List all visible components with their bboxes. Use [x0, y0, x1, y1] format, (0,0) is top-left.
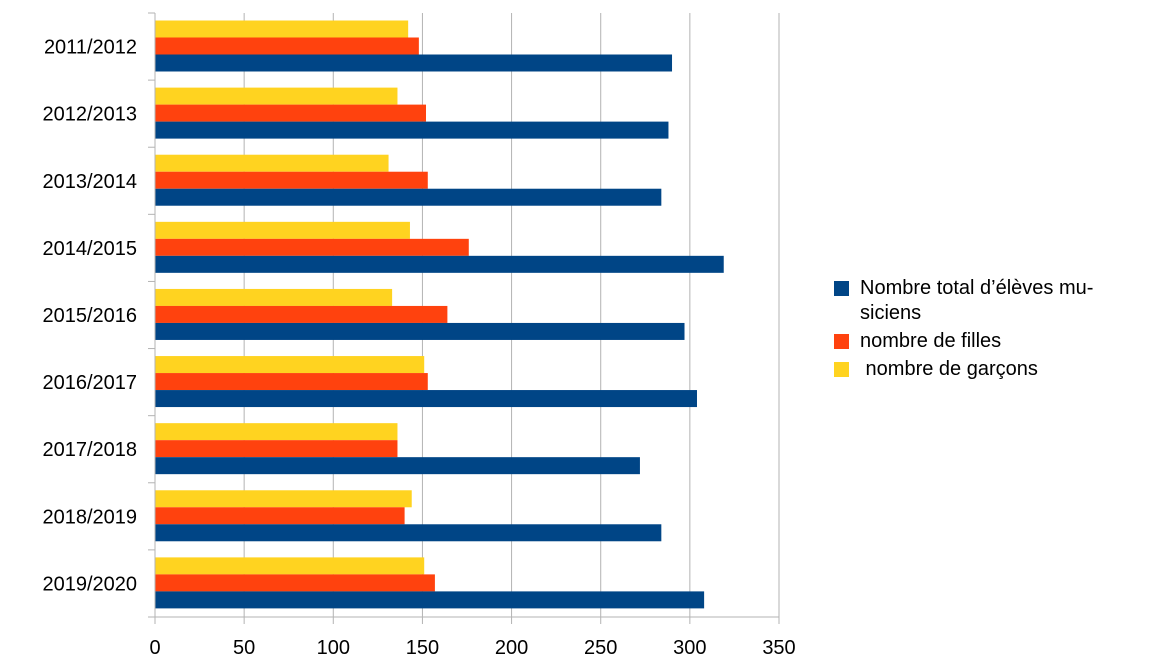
x-tick-label: 150 — [406, 637, 439, 659]
bar — [155, 507, 405, 525]
legend-item: Nombre total d’élèves mu-siciens — [834, 276, 1154, 326]
category-label: 2016/2017 — [42, 372, 137, 394]
bar — [155, 373, 428, 391]
legend-item: nombre de garçons — [834, 357, 1154, 382]
bar — [155, 221, 410, 239]
category-label: 2012/2013 — [42, 104, 137, 126]
x-tick-label: 200 — [495, 637, 528, 659]
bar — [155, 574, 435, 592]
bar — [155, 322, 685, 340]
bar — [155, 288, 393, 306]
bar — [155, 390, 697, 408]
bar — [155, 356, 425, 374]
legend-label: Nombre total d’élèves mu- — [860, 277, 1094, 299]
category-label: 2013/2014 — [42, 171, 137, 193]
category-label: 2018/2019 — [42, 506, 137, 528]
x-tick-label: 100 — [317, 637, 350, 659]
legend-label: nombre de garçons — [860, 358, 1038, 380]
bar — [155, 188, 662, 206]
legend-label: nombre de filles — [860, 330, 1002, 352]
category-label: 2011/2012 — [44, 37, 137, 59]
x-tick-label: 50 — [233, 637, 255, 659]
x-tick-label: 250 — [584, 637, 617, 659]
category-label: 2015/2016 — [42, 305, 137, 327]
bar — [155, 591, 705, 609]
x-tick-label: 300 — [673, 637, 706, 659]
x-tick-label: 0 — [149, 637, 160, 659]
bar — [155, 20, 409, 38]
legend-item: nombre de filles — [834, 329, 1154, 354]
legend: Nombre total d’élèves mu-siciens nombre d… — [834, 276, 1154, 385]
bar — [155, 121, 669, 139]
bar — [155, 255, 724, 273]
bar — [155, 154, 389, 172]
bar — [155, 440, 398, 458]
legend-swatch — [834, 362, 849, 377]
legend-swatch — [834, 281, 849, 296]
bar — [155, 305, 448, 323]
bar — [155, 524, 662, 542]
legend-swatch — [834, 334, 849, 349]
bar — [155, 87, 398, 105]
bar — [155, 37, 419, 55]
bar — [155, 490, 412, 508]
bar — [155, 54, 673, 72]
bar — [155, 171, 428, 189]
bar — [155, 457, 640, 475]
bar — [155, 104, 426, 122]
category-label: 2017/2018 — [42, 439, 137, 461]
bar — [155, 238, 469, 256]
bar — [155, 423, 398, 441]
x-tick-label: 350 — [762, 637, 795, 659]
category-label: 2014/2015 — [42, 238, 137, 260]
bar — [155, 557, 425, 575]
category-label: 2019/2020 — [42, 573, 137, 595]
legend-label: siciens — [860, 302, 922, 324]
